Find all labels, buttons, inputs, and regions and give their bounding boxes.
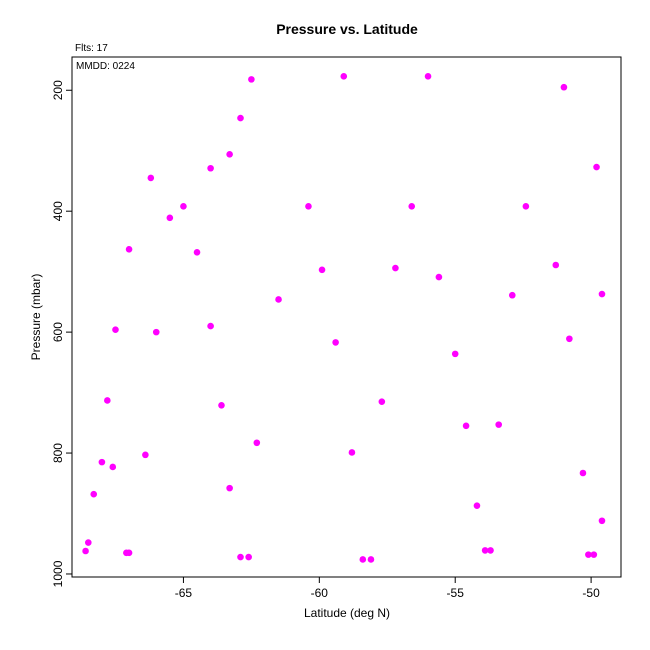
data-point [193,249,201,256]
data-point [408,203,416,210]
data-point [598,517,606,525]
data-point [487,547,494,554]
data-point [593,163,600,171]
data-point [248,76,255,83]
y-axis: 200 400 600 800 1000 [51,80,72,587]
x-axis: -65 -60 -55 -50 [175,577,600,600]
data-point [226,151,233,158]
data-point [585,551,592,558]
data-point [481,547,489,554]
data-point [340,73,348,80]
data-point [451,350,459,358]
data-point [359,556,367,563]
data-point [207,322,214,330]
data-point [98,458,106,466]
data-point [237,553,244,561]
data-point [378,398,386,405]
x-tick-label: -60 [311,586,329,600]
data-point [473,502,481,509]
mmdd-annotation: MMDD: 0224 [76,61,135,72]
y-tick-label: 1000 [51,560,65,587]
y-tick-label: 600 [51,322,65,342]
data-point [566,335,573,343]
data-point [522,203,530,210]
data-point [552,261,560,269]
data-point [125,549,133,557]
data-point [495,421,502,428]
data-point [392,264,399,272]
data-point [207,164,214,172]
data-point [166,214,174,222]
data-point [508,291,516,299]
chart-title: Pressure vs. Latitude [276,21,418,37]
data-point [253,439,261,447]
data-point [598,290,606,298]
flights-annotation: Flts: 17 [75,43,108,54]
data-point [424,73,432,80]
data-points [82,73,606,563]
x-tick-label: -65 [175,586,193,600]
data-point [147,174,155,182]
data-point [85,539,92,546]
data-point [590,551,598,558]
data-point [104,397,111,404]
data-point [435,273,443,281]
data-point [332,339,339,346]
y-axis-label: Pressure (mbar) [29,274,43,361]
y-tick-label: 800 [51,443,65,463]
x-tick-label: -55 [447,586,465,600]
data-point [142,451,149,459]
x-axis-label: Latitude (deg N) [304,606,390,620]
data-point [462,422,470,430]
data-point [275,296,282,303]
data-point [348,449,356,456]
data-point [579,469,587,477]
y-tick-label: 200 [51,80,65,100]
x-tick-label: -50 [582,586,600,600]
data-point [112,326,119,333]
data-point [367,556,375,563]
data-point [318,266,326,274]
data-point [245,553,252,561]
data-point [226,484,233,492]
y-tick-label: 400 [51,201,65,221]
data-point [560,83,568,91]
data-point [125,245,133,253]
data-point [180,203,187,210]
data-point [305,203,312,210]
data-point [237,114,244,122]
plot-frame [71,56,622,578]
data-point [218,401,225,409]
data-point [109,463,117,471]
data-point [90,490,98,498]
data-point [82,547,89,555]
data-point [152,328,160,336]
